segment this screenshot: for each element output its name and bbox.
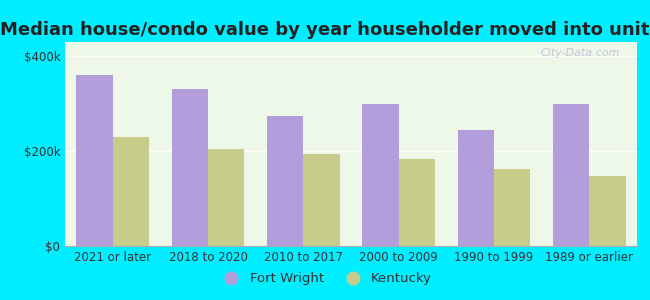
Bar: [304, 154, 339, 246]
Bar: [172, 89, 208, 246]
Bar: [458, 130, 494, 246]
Bar: [494, 169, 530, 246]
Text: Median house/condo value by year householder moved into unit: Median house/condo value by year househo…: [0, 21, 650, 39]
Bar: [208, 149, 244, 246]
Bar: [112, 137, 149, 246]
Text: City-Data.com: City-Data.com: [540, 48, 620, 58]
Bar: [77, 75, 112, 246]
Bar: [398, 159, 435, 246]
Bar: [553, 104, 590, 246]
Legend: Fort Wright, Kentucky: Fort Wright, Kentucky: [213, 267, 437, 290]
Bar: [363, 104, 398, 246]
Bar: [267, 116, 304, 246]
Bar: [590, 176, 625, 246]
